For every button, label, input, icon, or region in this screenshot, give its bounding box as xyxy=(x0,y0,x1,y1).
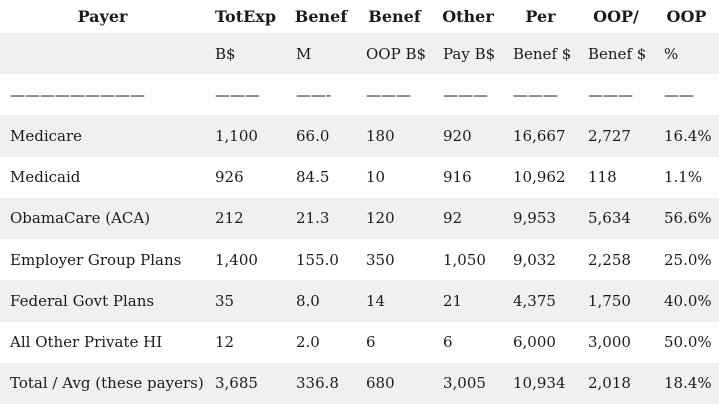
column-header-totexp: TotExp xyxy=(214,7,277,26)
separator-cell: ——— xyxy=(513,85,558,104)
separator-cell: ——— xyxy=(215,85,260,104)
value-cell: 120 xyxy=(366,209,395,228)
value-cell: 5,634 xyxy=(588,209,631,228)
value-cell: 18.4% xyxy=(664,374,712,393)
value-cell: 16.4% xyxy=(664,127,712,146)
value-cell: 21.3 xyxy=(296,209,330,228)
payer-name-cell: Medicare xyxy=(10,127,83,146)
column-header-per-benef: Per xyxy=(525,7,556,26)
table-row-employer-group: Employer Group Plans 1,400 155.0 350 1,0… xyxy=(0,239,719,280)
value-cell: 3,000 xyxy=(588,333,631,352)
value-cell: 10,934 xyxy=(513,374,566,393)
value-cell: 2,018 xyxy=(588,374,631,393)
value-cell: 56.6% xyxy=(664,209,712,228)
payer-name-cell: ObamaCare (ACA) xyxy=(10,209,151,228)
table-row-separator: ————————— ——— ——- ——— ——— ——— ——— —— xyxy=(0,74,719,115)
table-row-other-private: All Other Private HI 12 2.0 6 6 6,000 3,… xyxy=(0,322,719,363)
column-header-benef-m: Benef xyxy=(294,7,348,26)
value-cell: 66.0 xyxy=(296,127,330,146)
value-cell: 6 xyxy=(443,333,453,352)
subheader-cell: B$ xyxy=(215,44,236,63)
value-cell: 10 xyxy=(366,168,386,187)
table-row-medicaid: Medicaid 926 84.5 10 916 10,962 118 1.1% xyxy=(0,157,719,198)
subheader-cell: M xyxy=(296,44,312,63)
payer-name-cell: Federal Govt Plans xyxy=(10,291,155,310)
subheader-cell: Benef $ xyxy=(588,44,647,63)
value-cell: 118 xyxy=(588,168,617,187)
value-cell: 1,050 xyxy=(443,250,486,269)
value-cell: 92 xyxy=(443,209,463,228)
value-cell: 1,100 xyxy=(215,127,258,146)
value-cell: 4,375 xyxy=(513,291,556,310)
column-header-other-pay: Other xyxy=(442,7,494,26)
separator-cell: ————————— xyxy=(10,85,145,104)
subheader-cell xyxy=(0,33,205,74)
subheader-row: B$ M OOP B$ Pay B$ Benef $ Benef $ % xyxy=(0,33,719,75)
column-header-payer: Payer xyxy=(77,7,128,26)
value-cell: 8.0 xyxy=(296,291,320,310)
separator-cell: ——— xyxy=(443,85,488,104)
table-row-obamacare: ObamaCare (ACA) 212 21.3 120 92 9,953 5,… xyxy=(0,197,719,240)
value-cell: 84.5 xyxy=(296,168,330,187)
separator-cell: ——— xyxy=(588,85,633,104)
value-cell: 180 xyxy=(366,127,395,146)
value-cell: 212 xyxy=(215,209,244,228)
value-cell: 9,032 xyxy=(513,250,556,269)
value-cell: 25.0% xyxy=(664,250,712,269)
table-row-federal-govt: Federal Govt Plans 35 8.0 14 21 4,375 1,… xyxy=(0,280,719,322)
value-cell: 16,667 xyxy=(513,127,566,146)
table-row-total: Total / Avg (these payers) 3,685 336.8 6… xyxy=(0,362,719,404)
value-cell: 14 xyxy=(366,291,386,310)
separator-cell: ——— xyxy=(366,85,411,104)
value-cell: 1.1% xyxy=(664,168,703,187)
separator-cell: —— xyxy=(664,85,694,104)
value-cell: 6 xyxy=(366,333,376,352)
value-cell: 35 xyxy=(215,291,235,310)
value-cell: 916 xyxy=(443,168,472,187)
value-cell: 9,953 xyxy=(513,209,556,228)
value-cell: 6,000 xyxy=(513,333,556,352)
value-cell: 1,400 xyxy=(215,250,258,269)
payer-name-cell: All Other Private HI xyxy=(10,333,163,352)
table-row-medicare: Medicare 1,100 66.0 180 920 16,667 2,727… xyxy=(0,115,719,157)
separator-cell: ——- xyxy=(296,85,332,104)
value-cell: 3,005 xyxy=(443,374,486,393)
subheader-cell: Benef $ xyxy=(513,44,572,63)
header-row: Payer TotExp Benef Benef Other Per OOP/ … xyxy=(0,0,719,33)
column-header-benef-oop: Benef xyxy=(368,7,421,26)
subheader-cell: OOP B$ xyxy=(366,44,427,63)
payer-name-cell: Total / Avg (these payers) xyxy=(10,374,204,393)
value-cell: 350 xyxy=(366,250,395,269)
payer-name-cell: Employer Group Plans xyxy=(10,250,182,269)
value-cell: 680 xyxy=(366,374,395,393)
value-cell: 3,685 xyxy=(215,374,258,393)
value-cell: 50.0% xyxy=(664,333,712,352)
value-cell: 336.8 xyxy=(296,374,339,393)
value-cell: 155.0 xyxy=(296,250,339,269)
value-cell: 40.0% xyxy=(664,291,712,310)
value-cell: 21 xyxy=(443,291,463,310)
value-cell: 1,750 xyxy=(588,291,631,310)
payer-name-cell: Medicaid xyxy=(10,168,81,187)
value-cell: 920 xyxy=(443,127,472,146)
subheader-cell: Pay B$ xyxy=(443,44,496,63)
value-cell: 2,727 xyxy=(588,127,631,146)
column-header-oop-per-benef: OOP/ xyxy=(593,7,639,26)
column-header-oop-pct: OOP xyxy=(666,7,707,26)
value-cell: 926 xyxy=(215,168,244,187)
value-cell: 2,258 xyxy=(588,250,631,269)
subheader-cell: % xyxy=(664,44,679,63)
value-cell: 12 xyxy=(215,333,235,352)
value-cell: 10,962 xyxy=(513,168,566,187)
value-cell: 2.0 xyxy=(296,333,320,352)
